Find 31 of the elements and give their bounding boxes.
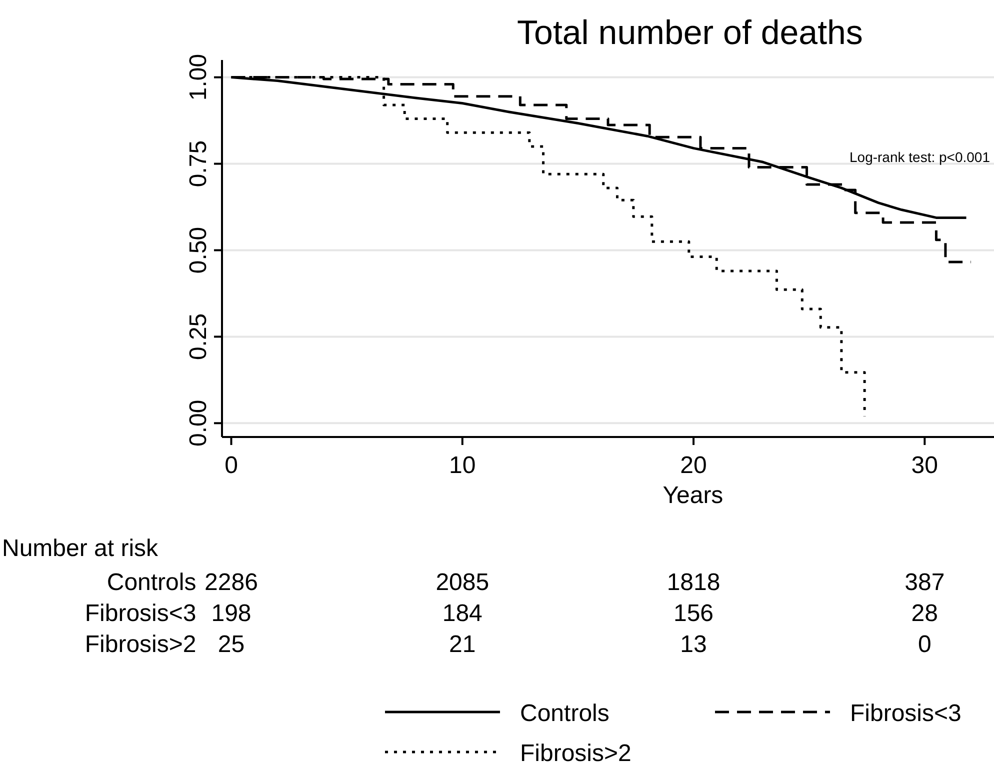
x-tick-label: 0 bbox=[224, 452, 238, 479]
text: 25 bbox=[218, 631, 245, 658]
x-tick-label: 30 bbox=[911, 452, 938, 479]
y-tick-label: 0.75 bbox=[185, 140, 212, 188]
chart-title: Total number of deaths bbox=[517, 14, 863, 52]
text: 21 bbox=[449, 631, 476, 658]
text: Fibrosis>2 bbox=[84, 631, 196, 658]
x-tick-label: 10 bbox=[449, 452, 476, 479]
legend-label: Fibrosis>2 bbox=[520, 740, 632, 766]
text: 13 bbox=[680, 631, 707, 658]
text: Fibrosis<3 bbox=[84, 600, 196, 627]
text: 184 bbox=[442, 600, 482, 627]
text: Controls bbox=[106, 569, 196, 596]
x-tick-label: 20 bbox=[680, 452, 707, 479]
y-tick-label: 0.50 bbox=[185, 226, 212, 274]
y-tick-label: 0.00 bbox=[185, 400, 212, 447]
text: 156 bbox=[673, 600, 714, 627]
text: 2286 bbox=[204, 569, 258, 596]
legend-label: Controls bbox=[520, 700, 610, 727]
x-axis-title: Years bbox=[662, 482, 724, 509]
text: 387 bbox=[904, 569, 945, 596]
legend-label: Fibrosis<3 bbox=[850, 700, 962, 727]
y-tick-label: 0.25 bbox=[185, 313, 212, 360]
y-tick-label: 1.00 bbox=[185, 54, 212, 101]
text: 198 bbox=[211, 600, 252, 627]
text: 1818 bbox=[666, 569, 720, 596]
text: 0 bbox=[918, 631, 932, 658]
text: Number at risk bbox=[2, 535, 160, 562]
text: 2085 bbox=[436, 569, 490, 596]
text: 28 bbox=[911, 600, 938, 627]
annotation: Log-rank test: p<0.001 bbox=[850, 149, 990, 165]
